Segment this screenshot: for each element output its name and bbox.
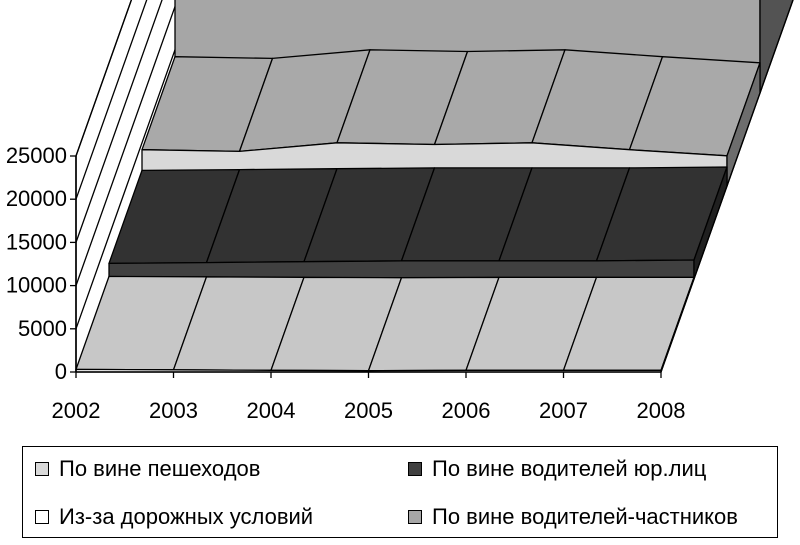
y-tick-label: 25000	[6, 143, 67, 168]
legend-label-road-conditions: Из-за дорожных условий	[59, 504, 314, 529]
legend-label-pedestrians: По вине пешеходов	[59, 456, 261, 481]
chart-area: 0 5000 10000 15000 20000 25000 2002 2003 2004 200…	[6, 0, 794, 423]
legend-item-private-drivers: По вине водителей-частников	[408, 504, 738, 529]
legend-item-road-conditions: Из-за дорожных условий	[35, 504, 314, 529]
y-tick-label: 15000	[6, 229, 67, 254]
legend-swatch-company-drivers	[408, 462, 422, 476]
legend-swatch-road-conditions	[35, 510, 49, 524]
x-tick-label: 2003	[149, 398, 198, 423]
side-gridline	[75, 0, 133, 157]
x-tick-label: 2004	[247, 398, 296, 423]
x-tick-label: 2007	[539, 398, 588, 423]
y-tick-label: 10000	[6, 273, 67, 298]
x-tick-label: 2008	[637, 398, 686, 423]
side-gridline	[75, 0, 179, 286]
floor-right-edge	[660, 0, 794, 373]
legend-item-pedestrians: По вине пешеходов	[35, 456, 261, 481]
side-gridline	[75, 0, 148, 200]
y-tick-label: 5000	[18, 316, 67, 341]
y-tick-label: 0	[55, 359, 67, 384]
x-tick-label: 2002	[52, 398, 101, 423]
legend-swatch-private-drivers	[408, 510, 422, 524]
legend-swatch-pedestrians	[35, 462, 49, 476]
side-gridline	[75, 0, 163, 243]
legend-label-private-drivers: По вине водителей-частников	[432, 504, 738, 529]
legend-item-company-drivers: По вине водителей юр.лиц	[408, 456, 707, 481]
x-tick-label: 2005	[344, 398, 393, 423]
legend: По вине пешеходов По вине водителей юр.л…	[22, 446, 778, 538]
legend-label-company-drivers: По вине водителей юр.лиц	[432, 456, 707, 481]
x-tick-label: 2006	[442, 398, 491, 423]
y-tick-label: 20000	[6, 186, 67, 211]
